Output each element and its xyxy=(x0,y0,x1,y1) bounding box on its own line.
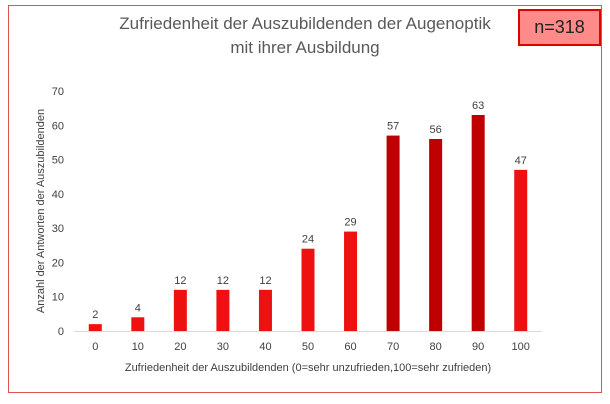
y-tick-label: 50 xyxy=(52,155,64,167)
chart-title: Zufriedenheit der Auszubildenden der Aug… xyxy=(0,12,610,60)
bar xyxy=(216,289,230,331)
bar xyxy=(131,317,145,331)
data-label: 47 xyxy=(515,155,527,167)
bar xyxy=(301,248,315,331)
bar xyxy=(429,139,443,331)
y-tick-label: 40 xyxy=(52,189,64,201)
data-label: 12 xyxy=(174,275,186,287)
x-tick-label: 20 xyxy=(174,341,186,353)
data-label: 57 xyxy=(387,121,399,133)
x-tick-label: 60 xyxy=(344,341,356,353)
bar xyxy=(386,135,400,331)
x-tick-label: 70 xyxy=(387,341,399,353)
data-label: 4 xyxy=(135,302,141,314)
sample-size-badge: n=318 xyxy=(518,9,601,46)
data-label: 12 xyxy=(217,275,229,287)
x-axis-title: Zufriedenheit der Auszubildenden (0=sehr… xyxy=(125,362,491,374)
data-label: 2 xyxy=(92,309,98,321)
x-tick-label: 80 xyxy=(430,341,442,353)
chart-title-line-2: mit ihrer Ausbildung xyxy=(230,38,380,57)
data-label: 29 xyxy=(344,217,356,229)
y-tick-label: 70 xyxy=(52,86,64,98)
x-tick-label: 10 xyxy=(132,341,144,353)
data-label: 12 xyxy=(259,275,271,287)
x-tick-label: 40 xyxy=(259,341,271,353)
y-tick-label: 20 xyxy=(52,257,64,269)
bar xyxy=(173,289,187,331)
y-tick-label: 10 xyxy=(52,292,64,304)
y-tick-label: 0 xyxy=(58,326,64,338)
y-tick-label: 30 xyxy=(52,223,64,235)
bar xyxy=(258,289,272,331)
data-label: 63 xyxy=(472,100,484,112)
y-tick-label: 60 xyxy=(52,120,64,132)
bar xyxy=(471,115,485,331)
bar xyxy=(88,324,102,331)
bar xyxy=(514,169,528,331)
y-axis-title: Anzahl der Antworten der Auszubildenden xyxy=(35,109,47,313)
x-tick-label: 0 xyxy=(92,341,98,353)
x-tick-label: 100 xyxy=(512,341,530,353)
data-label: 56 xyxy=(430,124,442,136)
chart-title-line-1: Zufriedenheit der Auszubildenden der Aug… xyxy=(119,14,491,33)
x-tick-label: 30 xyxy=(217,341,229,353)
x-tick-label: 90 xyxy=(472,341,484,353)
data-label: 24 xyxy=(302,234,314,246)
x-tick-label: 50 xyxy=(302,341,314,353)
bar xyxy=(344,231,358,331)
